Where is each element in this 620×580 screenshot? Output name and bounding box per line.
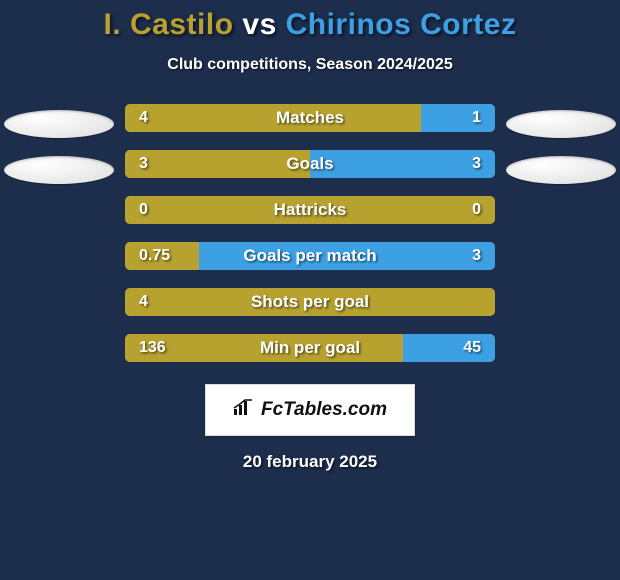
stat-label: Hattricks xyxy=(125,196,495,224)
stat-label: Min per goal xyxy=(125,334,495,362)
stat-label: Goals per match xyxy=(125,242,495,270)
logo-badge: FcTables.com xyxy=(205,384,415,436)
avatar-column-left xyxy=(4,104,114,184)
stat-right-value: 0 xyxy=(472,196,481,224)
stat-label: Goals xyxy=(125,150,495,178)
stat-bars: 4Matches13Goals30Hattricks00.75Goals per… xyxy=(125,104,495,362)
stat-right-value: 1 xyxy=(472,104,481,132)
comparison-card: I. Castilo vs Chirinos Cortez Club compe… xyxy=(0,0,620,580)
date-text: 20 february 2025 xyxy=(0,452,620,472)
subtitle: Club competitions, Season 2024/2025 xyxy=(0,56,620,74)
stat-label: Shots per goal xyxy=(125,288,495,316)
stat-right-value: 3 xyxy=(472,150,481,178)
stat-label: Matches xyxy=(125,104,495,132)
chart-icon xyxy=(233,399,255,421)
avatar-column-right xyxy=(506,104,616,184)
stat-bar: 0Hattricks0 xyxy=(125,196,495,224)
title-vs: vs xyxy=(242,8,276,41)
player2-avatar-placeholder xyxy=(506,156,616,184)
stat-bar: 4Matches1 xyxy=(125,104,495,132)
stat-bar: 4Shots per goal xyxy=(125,288,495,316)
content-area: 4Matches13Goals30Hattricks00.75Goals per… xyxy=(0,104,620,362)
player1-avatar-placeholder xyxy=(4,156,114,184)
player1-avatar-placeholder xyxy=(4,110,114,138)
stat-right-value: 3 xyxy=(472,242,481,270)
stat-bar: 0.75Goals per match3 xyxy=(125,242,495,270)
stat-bar: 136Min per goal45 xyxy=(125,334,495,362)
title-player1: I. Castilo xyxy=(104,8,234,41)
logo-text: FcTables.com xyxy=(261,399,387,421)
player2-avatar-placeholder xyxy=(506,110,616,138)
page-title: I. Castilo vs Chirinos Cortez xyxy=(0,0,620,42)
stat-bar: 3Goals3 xyxy=(125,150,495,178)
title-player2: Chirinos Cortez xyxy=(286,8,517,41)
stat-right-value: 45 xyxy=(463,334,481,362)
